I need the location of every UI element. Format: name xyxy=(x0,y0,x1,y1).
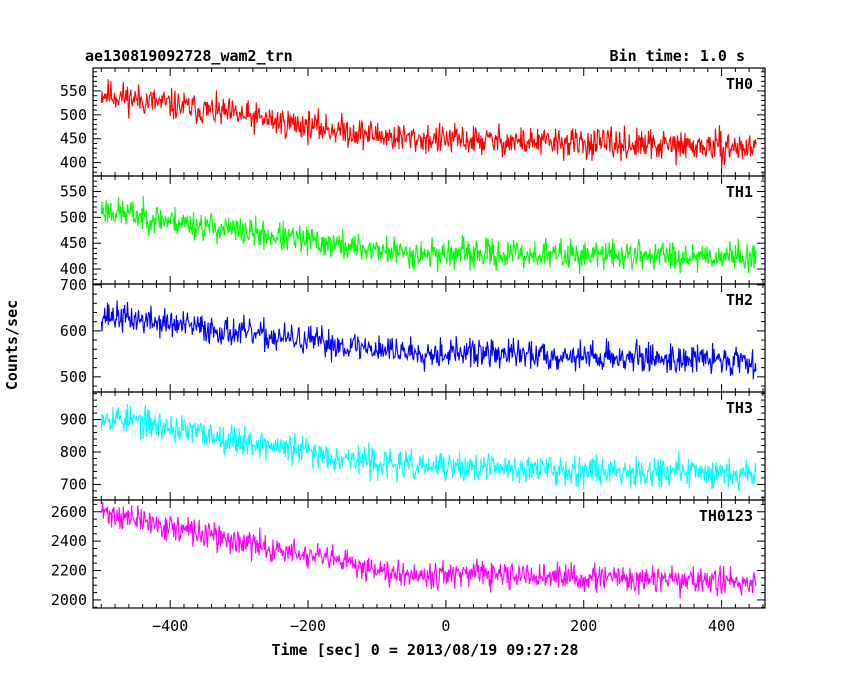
y-tick-label: 400 xyxy=(60,260,87,278)
panel-th0123: 2000 2200 2400 2600 TH0123 xyxy=(51,499,766,609)
y-tick-label: 800 xyxy=(60,443,87,461)
y-tick-label: 500 xyxy=(60,106,87,124)
panel-label: TH0123 xyxy=(699,507,753,525)
y-tick-label: 600 xyxy=(60,322,87,340)
series-th0 xyxy=(100,79,757,168)
y-tick-label: 450 xyxy=(60,234,87,252)
y-tick-label: 500 xyxy=(60,208,87,226)
x-tick-label: 200 xyxy=(570,617,597,635)
panel-frame xyxy=(92,283,766,393)
series-th3 xyxy=(100,404,757,492)
panel-label: TH1 xyxy=(726,183,753,201)
panel-label: TH2 xyxy=(726,291,753,309)
y-tick-label: 400 xyxy=(60,154,87,172)
y-axis-label: Counts/sec xyxy=(3,300,21,390)
panel-frame xyxy=(92,499,766,609)
panel-label: TH0 xyxy=(726,75,753,93)
y-tick-label: 2400 xyxy=(51,532,87,550)
series-th2 xyxy=(100,300,757,380)
y-tick-label: 700 xyxy=(60,475,87,493)
panels-group: 400 450 500 550 TH0 400 450 500 550 TH1 500 600 700 T… xyxy=(51,67,766,635)
y-tick-label: 900 xyxy=(60,411,87,429)
y-tick-label: 450 xyxy=(60,130,87,148)
y-tick-label: 2200 xyxy=(51,562,87,580)
panel-th2: 500 600 700 TH2 xyxy=(60,276,766,393)
panel-th0: 400 450 500 550 TH0 xyxy=(60,67,766,177)
x-tick-label: −200 xyxy=(290,617,326,635)
series-th0123 xyxy=(100,501,757,599)
x-tick-label: 0 xyxy=(441,617,450,635)
y-tick-label: 550 xyxy=(60,183,87,201)
panel-th1: 400 450 500 550 TH1 xyxy=(60,175,766,285)
chart-title-left: ae130819092728_wam2_trn xyxy=(85,47,293,65)
series-th1 xyxy=(100,195,757,275)
x-tick-label: −400 xyxy=(152,617,188,635)
panel-th3: 700 800 900 TH3 xyxy=(60,391,766,501)
x-axis-label: Time [sec] 0 = 2013/08/19 09:27:28 xyxy=(271,641,578,659)
y-tick-label: 2600 xyxy=(51,503,87,521)
panel-frame xyxy=(92,67,766,177)
panel-frame xyxy=(92,391,766,501)
x-tick-label: 400 xyxy=(708,617,735,635)
chart-title-right: Bin time: 1.0 s xyxy=(610,47,745,65)
y-tick-label: 700 xyxy=(60,276,87,294)
panel-label: TH3 xyxy=(726,399,753,417)
y-tick-label: 500 xyxy=(60,368,87,386)
y-tick-label: 550 xyxy=(60,82,87,100)
y-tick-label: 2000 xyxy=(51,591,87,609)
